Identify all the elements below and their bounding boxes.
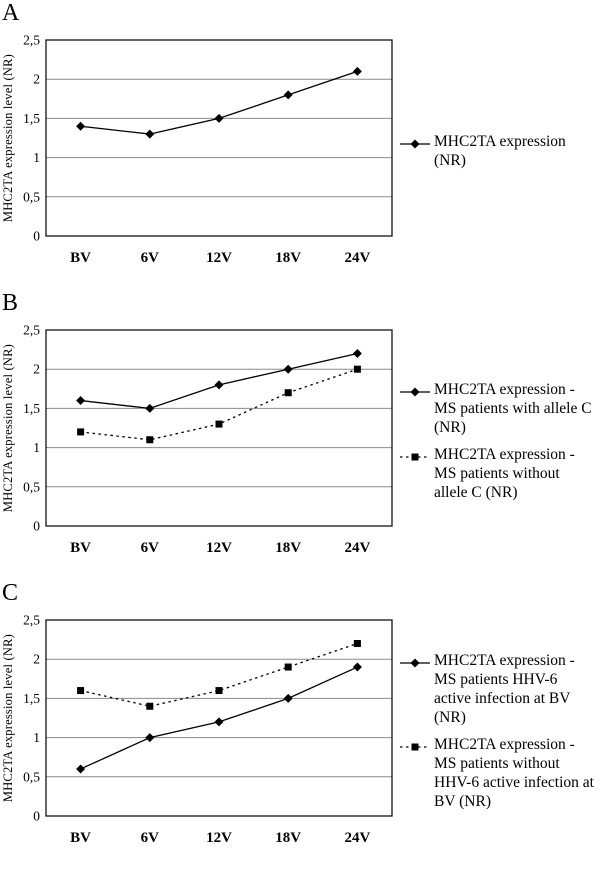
line-chart-c: 0 0,5 1 1,5 2 2,5 BV 6V 12V 18V 24V — [23, 613, 393, 846]
y-axis-title: MHC2TA expression level (NR) — [0, 633, 15, 803]
legend-b: MHC2TA expression - MS patients with all… — [396, 316, 600, 568]
panel-c: C MHC2TA expression level (NR) 0 0,5 1 1,5 2… — [0, 580, 600, 869]
svg-text:24V: 24V — [344, 540, 370, 556]
legend-item: MHC2TA expression (NR) — [400, 133, 596, 171]
y-axis-title-wrap: MHC2TA expression level (NR) — [0, 330, 16, 526]
svg-text:2: 2 — [33, 652, 40, 667]
svg-text:6V: 6V — [141, 250, 160, 266]
svg-text:12V: 12V — [206, 540, 232, 556]
svg-text:2: 2 — [33, 362, 40, 377]
svg-text:24V: 24V — [344, 250, 370, 266]
svg-text:1,5: 1,5 — [23, 691, 40, 706]
legend-label: MHC2TA expression - MS patients HHV-6 ac… — [434, 652, 575, 727]
svg-text:6V: 6V — [141, 830, 160, 846]
svg-text:2,5: 2,5 — [23, 33, 40, 48]
svg-text:0,5: 0,5 — [23, 769, 40, 784]
svg-text:18V: 18V — [275, 830, 301, 846]
panel-label-a: A — [2, 0, 20, 26]
legend-label: MHC2TA expression (NR) — [434, 133, 566, 169]
svg-text:1: 1 — [33, 730, 40, 745]
line-chart-a: 0 0,5 1 1,5 2 2,5 BV 6V 12V 18V 24V — [23, 33, 393, 266]
svg-text:2: 2 — [33, 72, 40, 87]
svg-text:18V: 18V — [275, 540, 301, 556]
svg-text:2,5: 2,5 — [23, 323, 40, 338]
svg-text:12V: 12V — [206, 250, 232, 266]
legend-c: MHC2TA expression - MS patients HHV-6 ac… — [396, 606, 600, 858]
svg-text:18V: 18V — [275, 250, 301, 266]
svg-text:1,5: 1,5 — [23, 111, 40, 126]
panel-a: A MHC2TA expression level (NR) 0 0,5 1 1,5 2… — [0, 0, 600, 290]
panel-b: B MHC2TA expression level (NR) 0 0,5 1 1,5 2… — [0, 290, 600, 580]
svg-text:12V: 12V — [206, 830, 232, 846]
svg-text:0: 0 — [33, 809, 40, 824]
legend-label: MHC2TA expression - MS patients without … — [434, 736, 594, 810]
legend-item: MHC2TA expression - MS patients with all… — [400, 381, 596, 438]
svg-text:0,5: 0,5 — [23, 479, 40, 494]
y-axis-title: MHC2TA expression level (NR) — [0, 343, 15, 513]
line-chart-b: 0 0,5 1 1,5 2 2,5 BV 6V 12V 18V 24V — [23, 323, 393, 556]
svg-text:6V: 6V — [141, 540, 160, 556]
svg-text:0: 0 — [33, 519, 40, 534]
svg-text:0: 0 — [33, 229, 40, 244]
svg-text:BV: BV — [70, 830, 91, 846]
legend-a: MHC2TA expression (NR) — [396, 26, 600, 278]
legend-label: MHC2TA expression - MS patients without … — [434, 446, 575, 501]
svg-text:1,5: 1,5 — [23, 401, 40, 416]
legend-square-marker-icon — [400, 453, 430, 461]
svg-text:1: 1 — [33, 440, 40, 455]
legend-item: MHC2TA expression - MS patients without … — [400, 736, 596, 812]
chart-row-c: MHC2TA expression level (NR) 0 0,5 1 1,5 2 2,… — [0, 606, 600, 858]
legend-square-marker-icon — [400, 743, 430, 751]
y-axis-title-wrap: MHC2TA expression level (NR) — [0, 620, 16, 816]
svg-text:24V: 24V — [344, 830, 370, 846]
panel-label-c: C — [2, 580, 19, 606]
svg-text:BV: BV — [70, 540, 91, 556]
legend-item: MHC2TA expression - MS patients HHV-6 ac… — [400, 652, 596, 728]
y-axis-title: MHC2TA expression level (NR) — [0, 53, 15, 223]
legend-label: MHC2TA expression - MS patients with all… — [434, 381, 592, 437]
svg-text:1: 1 — [33, 150, 40, 165]
svg-text:0,5: 0,5 — [23, 189, 40, 204]
svg-text:2,5: 2,5 — [23, 613, 40, 628]
chart-row-b: MHC2TA expression level (NR) 0 0,5 1 1,5 2 2,… — [0, 316, 600, 568]
legend-diamond-marker-icon — [400, 387, 430, 397]
panel-label-b: B — [2, 290, 19, 316]
legend-item: MHC2TA expression - MS patients without … — [400, 446, 596, 503]
legend-diamond-marker-icon — [400, 658, 430, 668]
chart-row-a: MHC2TA expression level (NR) 0 0,5 1 1,5 2 2,… — [0, 26, 600, 278]
svg-text:BV: BV — [70, 250, 91, 266]
y-axis-title-wrap: MHC2TA expression level (NR) — [0, 40, 16, 236]
legend-diamond-marker-icon — [400, 139, 430, 149]
